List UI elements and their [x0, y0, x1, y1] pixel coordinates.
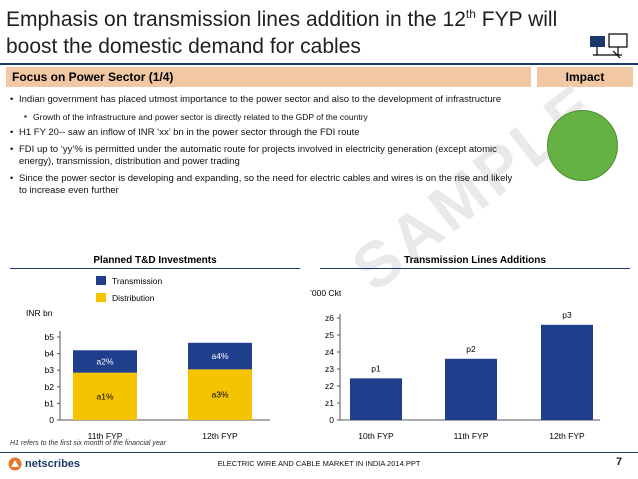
y-tick-label: z6	[325, 313, 334, 323]
bullet-item: FDI up to ‘yy’% is permitted under the a…	[10, 144, 515, 169]
y-tick-label: 0	[329, 415, 334, 425]
legend-label-transmission: Transmission	[112, 276, 162, 286]
logo-mark-icon	[8, 457, 22, 471]
bullet-item: Indian government has placed utmost impo…	[10, 94, 515, 107]
title-text: Emphasis on transmission lines addition …	[6, 8, 466, 31]
y-tick-label: z1	[325, 398, 334, 408]
bullet-list: Indian government has placed utmost impo…	[10, 94, 515, 202]
footer-divider	[0, 452, 638, 453]
data-label-distribution: a1%	[96, 391, 113, 401]
title-superscript: th	[465, 7, 476, 21]
chart-title-transmission: Transmission Lines Additions	[320, 253, 630, 269]
data-label: p3	[562, 310, 572, 320]
legend-swatch-transmission	[96, 276, 106, 285]
x-tick-label: 11th FYP	[454, 431, 489, 441]
bar-transmission-lines	[541, 324, 593, 420]
bar-transmission-lines	[350, 378, 402, 420]
y-tick-label: z4	[325, 347, 334, 357]
y-tick-label: z3	[325, 364, 334, 374]
y-tick-label: z5	[325, 330, 334, 340]
x-tick-label: 12th FYP	[202, 431, 238, 441]
title-text-continued: FYP will boost the domestic demand for c…	[6, 8, 558, 58]
data-label: p2	[466, 344, 476, 354]
data-label-transmission: a2%	[96, 356, 113, 366]
bar-transmission	[73, 350, 137, 373]
company-logo: netscribes	[8, 456, 80, 472]
header-divider	[0, 63, 638, 65]
legend-label-distribution: Distribution	[112, 293, 155, 303]
page-title: Emphasis on transmission lines addition …	[6, 6, 586, 60]
page-number: 7	[616, 456, 623, 468]
bar-distribution	[188, 369, 252, 420]
logo-text: netscribes	[25, 458, 81, 470]
x-tick-label: 11th FYP	[88, 431, 123, 441]
y-tick-label: b4	[45, 349, 55, 359]
x-tick-label: 12th FYP	[549, 431, 585, 441]
transmission-chart: ’000 Ckt 0 z1 z2 z3 z4 z5 z6 p1 10th FYP p2 11th FY…	[310, 288, 600, 441]
presentation-icon	[590, 33, 628, 59]
y-axis-label: INR bn	[26, 308, 53, 318]
bar-transmission-lines	[445, 358, 497, 420]
data-label: p1	[371, 363, 381, 373]
bullet-item: H1 FY 20-- saw an inflow of INR ‘xx’ bn …	[10, 127, 515, 140]
impact-heading: Impact	[537, 67, 633, 87]
x-tick-label: 10th FYP	[358, 431, 394, 441]
data-label-transmission: a4%	[211, 351, 228, 361]
section-heading: Focus on Power Sector (1/4)	[6, 67, 531, 87]
bar-distribution	[73, 372, 137, 420]
footnote: H1 refers to the first six month of the …	[10, 440, 167, 447]
y-tick-label: 0	[49, 415, 54, 425]
y-tick-label: z2	[325, 381, 334, 391]
footer-report-name: ELECTRIC WIRE AND CABLE MARKET IN INDIA …	[217, 459, 421, 468]
y-axis-label: ’000 Ckt	[310, 288, 342, 298]
sub-bullet-item: Growth of the infrastructure and power s…	[10, 111, 515, 124]
legend-swatch-distribution	[96, 293, 106, 302]
bar-transmission	[188, 342, 252, 370]
data-label-distribution: a3%	[211, 390, 228, 400]
y-tick-label: b1	[45, 398, 55, 408]
impact-indicator-circle	[547, 110, 618, 181]
bullet-item: Since the power sector is developing and…	[10, 173, 515, 198]
y-tick-label: b2	[45, 382, 55, 392]
investments-chart: Transmission Distribution INR bn 0 b1 b2 b3 b4 b…	[26, 276, 270, 441]
y-tick-label: b5	[45, 332, 55, 342]
y-tick-label: b3	[45, 365, 55, 375]
chart-title-investments: Planned T&D Investments	[10, 253, 300, 269]
